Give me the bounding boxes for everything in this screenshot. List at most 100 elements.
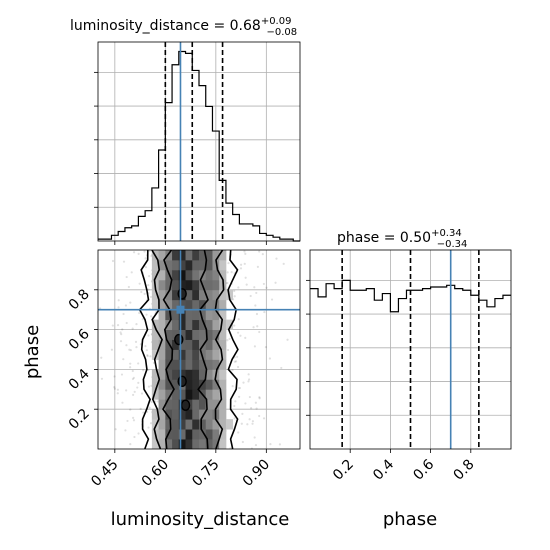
sample-point [122,260,126,263]
sample-point [143,250,146,253]
sample-point [147,368,150,372]
density-cell [219,389,227,400]
sample-point [145,349,148,352]
density-cell [185,359,193,370]
density-cell [165,279,173,291]
density-cell [165,349,173,360]
density-cell [172,429,180,440]
title-sup-text: +0.34 [431,228,462,239]
sample-point [149,355,152,358]
density-cell [172,399,180,410]
density-cell [165,250,173,261]
density-cell [165,409,173,420]
density-cell [205,349,213,360]
density-cell [151,289,159,301]
luminosity-distance-title: luminosity_distance = 0.68+0.09 −0.08 [70,16,297,38]
density-cell [178,309,186,321]
density-cell [185,259,193,271]
sample-point [126,419,129,423]
sample-point [147,334,150,337]
density-cell [212,349,220,360]
density-cell [205,299,213,311]
density-cell [165,389,173,400]
density-cell [212,419,220,430]
sample-point [248,418,251,421]
sample-point [226,348,230,352]
density-cell [151,389,159,400]
sample-point [135,345,138,349]
density-cell [192,250,200,261]
sample-point [264,346,268,349]
sample-point [132,251,136,254]
sample-point [133,435,136,439]
density-cell [158,439,166,449]
histogram-marks [98,42,300,242]
density-cell [205,419,213,430]
sample-point [242,381,245,384]
density-cell [178,279,186,291]
sample-point [236,331,240,334]
sample-point [233,295,236,298]
density-cell [219,319,227,330]
sample-point [130,271,133,274]
density-cell [219,339,227,350]
sample-point [239,334,242,337]
sample-point [226,339,229,342]
sample-point [258,414,261,418]
density-cell [165,309,173,321]
density-cell [219,399,227,410]
density-cell [151,329,159,340]
density-cell [185,339,193,350]
density-cell [192,349,200,360]
sample-point [111,259,115,263]
density-cell [192,289,200,301]
sample-point [140,290,143,294]
sample-point [138,282,141,285]
sample-point [262,417,266,420]
density-cell [185,439,193,449]
density-cell [212,279,220,291]
density-cell [192,259,200,271]
sample-point [243,250,246,253]
sample-point [129,362,132,365]
density-cell [158,299,166,311]
sample-point [246,423,249,426]
density-cell [151,269,159,281]
sample-point [243,262,246,265]
sample-point [146,354,149,357]
density-cell [158,409,166,420]
density-cell [158,419,166,430]
sample-point [228,337,231,340]
sample-point [237,431,240,434]
density-cell [185,309,193,321]
density-cell [199,299,207,311]
sample-point [144,257,147,260]
density-cell [192,319,200,330]
x-tick-label: 0.6 [410,456,437,483]
density-cell [212,379,220,390]
density-cell [158,269,166,281]
sample-point [150,315,153,318]
sample-point [113,387,116,390]
luminosity-distance-histogram-panel: luminosity_distance = 0.68+0.09 −0.08 [70,16,301,245]
sample-point [120,373,124,376]
density-cell [165,299,173,311]
density-cell [158,250,166,261]
density-cell [165,289,173,301]
sample-point [129,301,132,304]
sample-point [258,397,261,400]
density-cell [172,409,180,420]
density-cell [219,439,227,449]
density-cell [212,399,220,410]
title-main-text: phase = 0.50 [337,230,431,246]
y-tick-label: 0.8 [66,286,93,313]
sample-point [254,443,258,447]
density-cell [212,329,220,340]
panel-frame [309,249,512,450]
density-cell [205,369,213,380]
density-cell [205,319,213,330]
density-cell [199,419,207,430]
sample-point [147,283,150,287]
density-cell [219,369,227,380]
truth-crosshair [98,250,300,449]
